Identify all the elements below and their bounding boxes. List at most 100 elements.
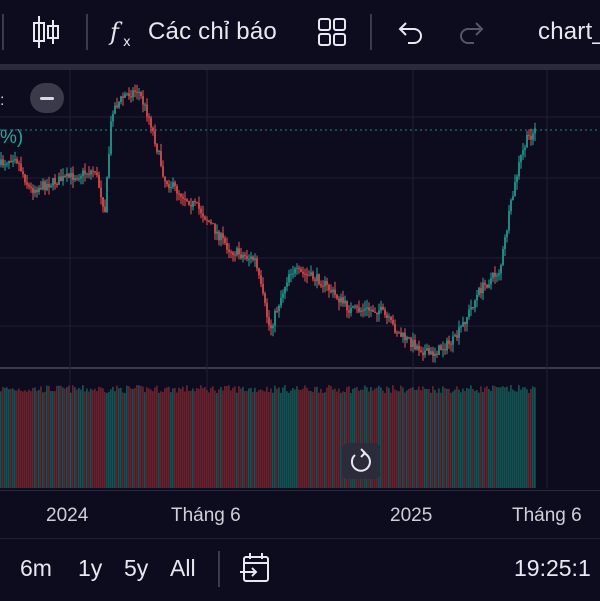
volume-bar bbox=[330, 385, 332, 488]
volume-bar bbox=[534, 387, 536, 488]
volume-bar bbox=[380, 387, 382, 488]
volume-bar bbox=[334, 388, 336, 488]
candle-body bbox=[122, 96, 124, 98]
volume-bar bbox=[290, 390, 292, 488]
collapse-button[interactable] bbox=[30, 83, 64, 113]
volume-bar bbox=[464, 391, 466, 488]
candle-body bbox=[324, 281, 326, 287]
candle-body bbox=[208, 220, 210, 222]
price-chart[interactable]: %) : bbox=[0, 70, 600, 490]
volume-bar bbox=[242, 386, 244, 488]
candle-body bbox=[444, 349, 446, 351]
candle-body bbox=[338, 298, 340, 303]
candle-body bbox=[408, 337, 410, 339]
range-6m-button[interactable]: 6m bbox=[20, 555, 52, 581]
candle-body bbox=[476, 294, 478, 301]
candle-body bbox=[458, 327, 460, 338]
volume-bar bbox=[66, 387, 68, 488]
volume-bar bbox=[270, 388, 272, 488]
volume-bar bbox=[162, 392, 164, 488]
candle-body bbox=[298, 267, 300, 269]
layout-button[interactable] bbox=[318, 14, 346, 50]
range-1y-button[interactable]: 1y bbox=[78, 555, 103, 581]
volume-bar bbox=[486, 386, 488, 488]
volume-bar bbox=[432, 386, 434, 488]
volume-bar bbox=[2, 386, 4, 488]
candle-body bbox=[284, 286, 286, 294]
candle-body bbox=[100, 187, 102, 198]
range-5y-button[interactable]: 5y bbox=[124, 555, 149, 581]
reset-chart-button[interactable] bbox=[342, 443, 380, 479]
volume-bar bbox=[356, 386, 358, 488]
volume-bar bbox=[438, 388, 440, 488]
volume-bar bbox=[60, 385, 62, 488]
candle-body bbox=[320, 284, 322, 286]
volume-bar bbox=[302, 388, 304, 488]
volume-bar bbox=[362, 389, 364, 488]
volume-bar bbox=[462, 388, 464, 488]
candle-body bbox=[56, 184, 58, 186]
candle-body bbox=[84, 170, 86, 175]
candle-body bbox=[322, 285, 324, 287]
volume-bar bbox=[280, 392, 282, 488]
volume-bar bbox=[332, 389, 334, 488]
candle-body bbox=[170, 187, 172, 189]
candle-body bbox=[360, 310, 362, 312]
axis-label-2025: 2025 bbox=[390, 505, 433, 526]
volume-bar bbox=[428, 389, 430, 488]
chart-name[interactable]: chart_ bbox=[538, 14, 600, 50]
volume-bar bbox=[510, 385, 512, 488]
candle-body bbox=[2, 159, 4, 166]
volume-bar bbox=[222, 390, 224, 488]
candle-body bbox=[242, 254, 244, 259]
volume-bar bbox=[132, 389, 134, 488]
candle-body bbox=[442, 349, 444, 351]
volume-bar bbox=[474, 391, 476, 488]
chart-type-button[interactable] bbox=[32, 14, 60, 50]
candle-body bbox=[126, 93, 128, 95]
candle-body bbox=[450, 343, 452, 345]
volume-bar bbox=[294, 389, 296, 488]
volume-bar bbox=[160, 391, 162, 488]
candle-body bbox=[60, 176, 62, 182]
date-range-button[interactable] bbox=[238, 551, 272, 590]
candles bbox=[0, 84, 536, 363]
volume-bar bbox=[114, 391, 116, 488]
volume-bar bbox=[52, 391, 54, 488]
candle-body bbox=[348, 310, 350, 313]
candle-body bbox=[286, 282, 288, 287]
volume-bar bbox=[408, 388, 410, 488]
candle-body bbox=[394, 324, 396, 333]
candlestick-chart[interactable]: %) : bbox=[0, 70, 600, 490]
volume-bar bbox=[212, 386, 214, 488]
candle-body bbox=[310, 272, 312, 276]
volume-bar bbox=[476, 390, 478, 488]
volume-bar bbox=[386, 386, 388, 488]
undo-button[interactable] bbox=[396, 14, 424, 50]
volume-bar bbox=[412, 387, 414, 488]
volume-bar bbox=[80, 389, 82, 488]
volume-bar bbox=[472, 388, 474, 488]
candle-body bbox=[300, 268, 302, 272]
volume-bar bbox=[352, 388, 354, 488]
volume-bar bbox=[250, 387, 252, 488]
volume-bar bbox=[404, 392, 406, 488]
indicators-button[interactable]: f x Các chỉ báo bbox=[108, 14, 277, 50]
volume-bar bbox=[84, 391, 86, 488]
volume-bar bbox=[532, 386, 534, 488]
volume-bar bbox=[38, 389, 40, 488]
volume-bar bbox=[236, 392, 238, 488]
volume-bar bbox=[388, 387, 390, 488]
candle-body bbox=[448, 340, 450, 344]
candle-body bbox=[462, 321, 464, 327]
grid-lines bbox=[0, 70, 600, 488]
candle-body bbox=[30, 186, 32, 188]
candle-body bbox=[452, 336, 454, 345]
candle-body bbox=[484, 282, 486, 285]
range-all-button[interactable]: All bbox=[170, 555, 196, 581]
candle-body bbox=[222, 233, 224, 239]
candle-body bbox=[40, 187, 42, 190]
redo-button[interactable] bbox=[458, 14, 486, 50]
volume-bar bbox=[228, 385, 230, 488]
candle-body bbox=[332, 289, 334, 293]
